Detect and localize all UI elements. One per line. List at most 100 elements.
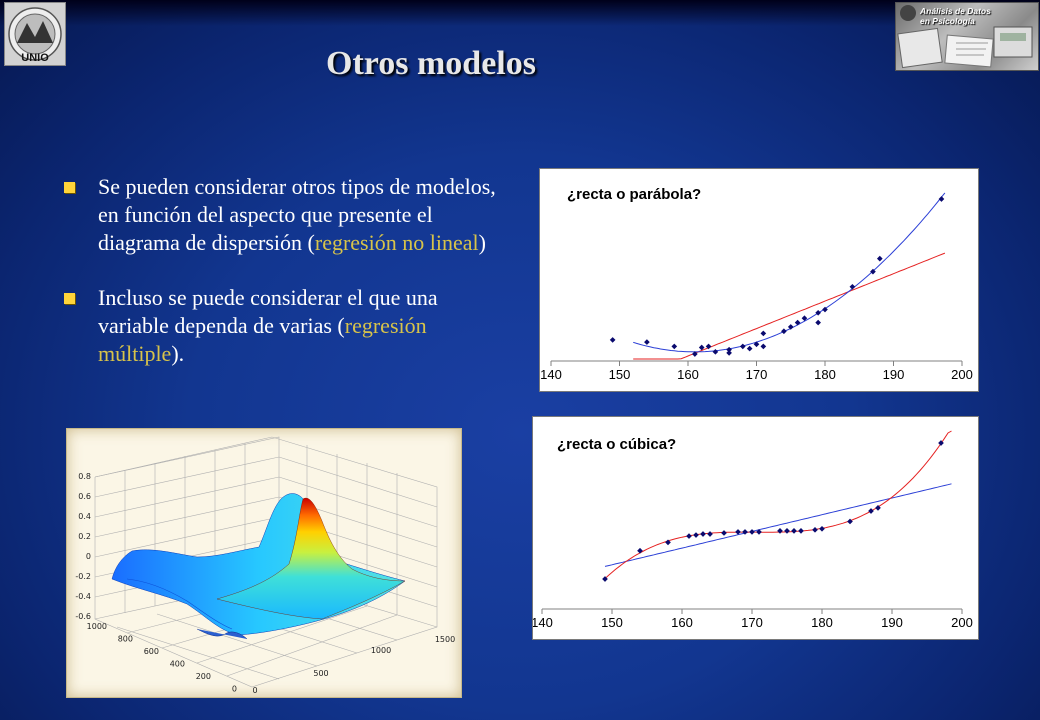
data-point	[870, 268, 876, 275]
logo-letters: UNIO	[21, 52, 49, 64]
y-tick-label: 400	[170, 660, 185, 669]
data-point	[698, 344, 705, 351]
z-tick-label: 0	[86, 552, 91, 561]
x-tick-label: 170	[746, 367, 768, 382]
bullet-highlight: regresión múltiple	[98, 313, 427, 366]
bullet-item: Se pueden considerar otros tipos de mode…	[60, 173, 505, 257]
data-point	[721, 530, 727, 536]
x-tick-label: 150	[609, 367, 631, 382]
x-tick-label: 170	[741, 615, 763, 630]
bullet-square-icon	[64, 182, 75, 193]
x-tick-label: 180	[814, 367, 836, 382]
z-tick-label: 0.8	[78, 472, 91, 481]
bullet-item: Incluso se puede considerar el que una v…	[60, 284, 505, 368]
course-logo-line1: Análisis de Datos	[920, 6, 991, 16]
linear-fit-line	[633, 252, 946, 360]
data-point	[777, 528, 783, 534]
data-point	[849, 283, 856, 290]
surface-dip	[196, 628, 248, 640]
data-point	[753, 341, 760, 348]
data-point	[815, 309, 821, 316]
y-tick-label: 1000	[87, 622, 107, 631]
z-tick-label: -0.4	[75, 592, 91, 601]
scatter-chart-cubic-svg: ¿recta o cúbica? 140 150 160 170 180 190 200	[533, 430, 973, 630]
data-point	[665, 539, 671, 546]
data-point	[787, 324, 794, 330]
data-point	[868, 508, 874, 514]
x-tick-label: 190	[883, 367, 905, 382]
z-tick-label: 0.2	[78, 532, 91, 541]
z-tick-label: 0.4	[78, 512, 91, 521]
linear-fit-line	[604, 483, 952, 567]
z-tick-label: 0.6	[78, 492, 91, 501]
data-point	[609, 337, 616, 343]
chart-title: ¿recta o cúbica?	[557, 436, 676, 453]
data-point	[671, 343, 678, 350]
data-point	[875, 505, 881, 511]
data-point	[700, 531, 706, 537]
x-tick-label: 160	[671, 615, 693, 630]
data-point	[847, 518, 853, 525]
data-point	[693, 532, 699, 538]
bullet-square-icon	[64, 293, 75, 304]
data-point	[812, 527, 818, 533]
y-tick-label: 600	[144, 647, 159, 656]
data-point	[781, 328, 787, 335]
data-point	[746, 345, 753, 352]
scatter-chart-parabola-svg: ¿recta o parábola? 140 150 160 170 180 190 200	[540, 186, 973, 382]
data-point	[712, 349, 719, 355]
y-tick-label: 0	[232, 685, 237, 694]
x-tick-label: 0	[252, 686, 257, 695]
data-point	[876, 255, 883, 262]
data-point	[686, 533, 692, 539]
bullet-highlight: regresión no lineal	[314, 230, 479, 255]
data-point	[602, 576, 608, 582]
bullet-text: Incluso se puede considerar el que una v…	[98, 285, 438, 338]
data-point	[784, 528, 790, 534]
x-tick-label: 1500	[435, 635, 455, 644]
data-point	[938, 196, 945, 202]
data-point	[644, 339, 650, 345]
surface-peak	[216, 497, 406, 620]
bullet-text: Se pueden considerar otros tipos de mode…	[98, 174, 496, 255]
x-tick-label: 160	[677, 367, 699, 382]
chart-title: ¿recta o parábola?	[567, 186, 701, 203]
surface-plot-svg: 0.80.60.40.20-0.2-0.4-0.6100080060040020…	[75, 436, 455, 695]
data-point	[819, 525, 825, 532]
data-point	[707, 531, 713, 537]
data-point	[739, 343, 746, 350]
y-tick-label: 800	[118, 635, 133, 644]
x-tick-label: 180	[811, 615, 833, 630]
z-tick-label: -0.6	[75, 612, 91, 621]
data-point	[742, 529, 748, 535]
x-tick-label: 200	[951, 367, 973, 382]
bullet-list: Se pueden considerar otros tipos de mode…	[60, 173, 505, 395]
data-point	[756, 529, 762, 535]
data-point	[637, 547, 643, 554]
surface-base	[111, 493, 406, 636]
scatter-chart-parabola: ¿recta o parábola? 140 150 160 170 180 190 200	[539, 168, 979, 392]
data-point	[760, 343, 767, 350]
y-tick-label: 200	[196, 672, 211, 681]
x-tick-label: 140	[540, 367, 562, 382]
surface-ridge	[126, 578, 233, 630]
scatter-chart-cubic: ¿recta o cúbica? 140 150 160 170 180 190 200	[532, 416, 979, 640]
cubic-fit-line	[604, 430, 952, 579]
x-tick-label: 190	[881, 615, 903, 630]
data-point	[760, 330, 767, 337]
x-tick-label: 150	[601, 615, 623, 630]
slide-title: Otros modelos	[326, 45, 536, 82]
course-logo: Análisis de Datos en Psicología	[895, 2, 1039, 71]
x-tick-label: 1000	[371, 646, 391, 655]
data-point	[801, 315, 808, 322]
data-point	[726, 346, 732, 353]
top-band	[0, 0, 1040, 26]
data-point	[798, 528, 804, 534]
bullet-text-end: ).	[171, 341, 185, 366]
university-logo: UNIO	[4, 2, 66, 66]
data-point	[791, 528, 797, 534]
data-point	[815, 319, 821, 326]
z-tick-label: -0.2	[75, 572, 91, 581]
data-point	[692, 351, 698, 357]
surface-plot: 0.8 0.6 0.4 0.2 0 -0.2 -0.4 -0.6 1000 800 600 400 20…	[66, 428, 462, 698]
